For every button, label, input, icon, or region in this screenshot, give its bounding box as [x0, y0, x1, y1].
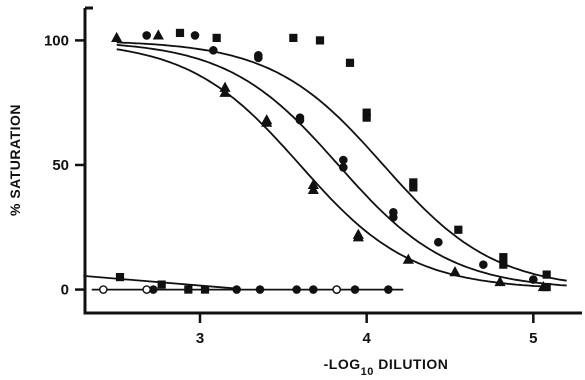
x-axis-label-suffix: DILUTION	[374, 356, 449, 372]
data-point-circle	[142, 285, 151, 294]
data-point-square	[200, 285, 210, 294]
data-point-circle	[254, 53, 263, 63]
x-axis-ticks: 3 4 5	[196, 313, 538, 347]
data-point-circle	[99, 285, 108, 294]
data-point-square	[175, 28, 185, 38]
data-point-triangle	[402, 253, 414, 264]
data-point-circle	[142, 31, 151, 40]
data-point-circle	[190, 31, 200, 40]
x-axis-label: -LOG10 DILUTION	[324, 356, 449, 378]
data-point-square	[542, 270, 551, 279]
data-point-square	[362, 113, 371, 122]
fit-curve	[116, 48, 551, 288]
fit-curves	[83, 41, 567, 291]
data-point-circle	[384, 285, 393, 294]
data-point-circle	[339, 155, 348, 165]
data-point-circle	[389, 212, 398, 222]
y-tick-label: 100	[44, 32, 69, 49]
x-axis-label-prefix: -LOG	[324, 356, 361, 372]
y-axis-label: % SATURATION	[7, 104, 23, 216]
data-point-circle	[292, 285, 301, 294]
axis-frame	[83, 8, 582, 315]
data-point-triangle	[152, 29, 164, 40]
data-point-circle	[479, 260, 488, 269]
data-point-triangle	[307, 183, 319, 194]
data-point-triangle	[111, 31, 123, 42]
data-point-circle	[209, 46, 218, 55]
data-point-square	[157, 280, 166, 289]
data-point-square	[542, 282, 551, 292]
data-point-square	[454, 225, 463, 234]
fit-curve	[116, 41, 567, 282]
data-point-triangle	[219, 86, 231, 97]
data-points	[99, 28, 551, 294]
data-point-triangle	[261, 116, 273, 127]
data-point-square	[115, 273, 125, 282]
data-point-circle	[255, 285, 265, 294]
y-tick-label: 0	[61, 282, 69, 299]
data-point-square	[289, 33, 298, 43]
y-tick-label: 50	[52, 157, 69, 174]
data-point-circle	[434, 237, 443, 247]
x-tick-label: 4	[362, 330, 371, 347]
data-point-square	[345, 58, 355, 67]
data-point-square	[184, 285, 193, 294]
data-point-circle	[529, 275, 538, 284]
data-point-square	[212, 33, 221, 43]
data-point-square	[499, 260, 508, 269]
data-point-circle	[339, 163, 348, 172]
y-axis-ticks: 0 50 100	[44, 32, 85, 299]
data-point-square	[315, 36, 325, 45]
data-point-circle	[332, 285, 341, 294]
data-point-triangle	[494, 276, 506, 287]
data-point-triangle	[449, 266, 461, 277]
data-point-circle	[350, 285, 360, 294]
x-axis-label-subscript: 10	[361, 366, 374, 378]
plot-frame	[83, 6, 582, 315]
x-tick-label: 5	[529, 330, 537, 347]
data-point-circle	[232, 285, 241, 294]
data-point-circle	[309, 285, 318, 294]
data-point-square	[409, 183, 418, 192]
x-tick-label: 3	[196, 330, 204, 347]
data-point-triangle	[352, 231, 364, 242]
data-point-square	[499, 253, 508, 262]
data-point-circle	[295, 115, 305, 125]
